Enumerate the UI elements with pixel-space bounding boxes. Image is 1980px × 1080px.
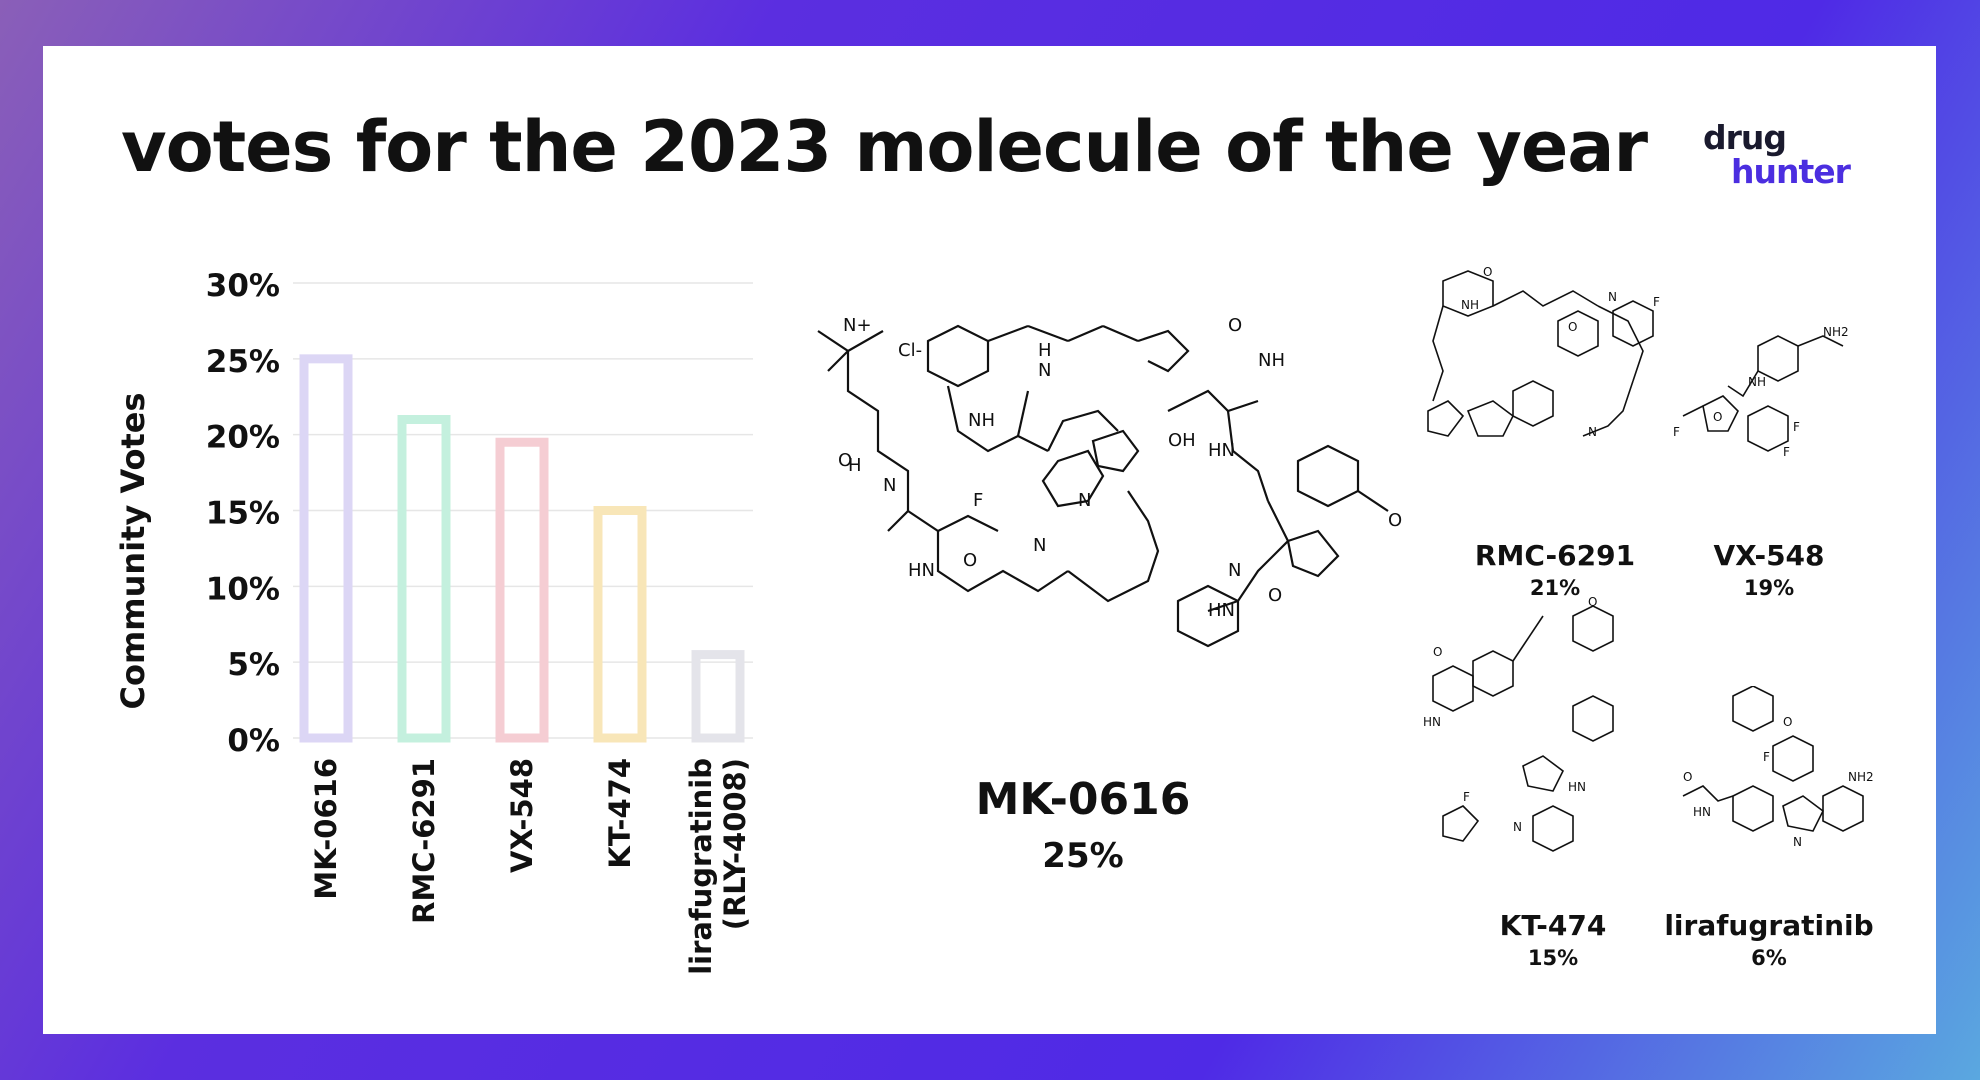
svg-text:Cl-: Cl- (898, 340, 922, 361)
svg-text:N: N (1038, 360, 1051, 381)
svg-text:O: O (1228, 315, 1242, 336)
y-tick-label: 0% (227, 723, 280, 759)
x-tick-label: KT-474 (603, 758, 637, 869)
x-tick-label: VX-548 (505, 758, 539, 873)
molecule-pct-mk-0616: 25% (1042, 836, 1124, 876)
kt-474-structure: O HN F HN O N (1423, 595, 1614, 852)
bar-vx-548 (495, 437, 549, 743)
svg-text:OH: OH (1168, 430, 1196, 451)
svg-text:F: F (1763, 750, 1770, 764)
svg-text:NH2: NH2 (1823, 326, 1849, 339)
bar-chart: 0% 5% 10% 15% 20% 25% 30% MK-0616 RMC-6291 VX-548… (206, 268, 753, 975)
svg-text:N: N (1608, 290, 1617, 304)
x-tick-label: RMC-6291 (407, 758, 441, 924)
svg-text:O: O (1568, 320, 1577, 334)
bar-lirafugratinib (691, 650, 745, 743)
svg-text:N+: N+ (843, 315, 872, 336)
drug-hunter-logo: drug hunter (1703, 118, 1873, 198)
svg-text:N: N (1033, 535, 1046, 556)
svg-text:NH: NH (1748, 375, 1766, 389)
svg-text:O: O (1483, 265, 1492, 279)
svg-text:HN: HN (1568, 780, 1586, 794)
logo-line-2: hunter (1731, 152, 1851, 191)
svg-text:NH: NH (1258, 350, 1285, 371)
bar-mk-0616 (299, 354, 353, 743)
logo-line-1: drug (1703, 118, 1787, 157)
y-tick-label: 25% (206, 344, 280, 380)
molecule-name-mk-0616: MK-0616 (975, 774, 1191, 825)
svg-text:N: N (883, 475, 896, 496)
svg-text:N: N (1513, 820, 1522, 834)
svg-text:HN: HN (1208, 600, 1235, 621)
svg-text:O: O (838, 450, 852, 471)
svg-text:NH: NH (968, 410, 995, 431)
svg-text:HN: HN (1423, 715, 1441, 729)
y-tick-label: 15% (206, 496, 280, 532)
svg-text:F: F (1673, 425, 1680, 439)
rmc-6291-structure: NH O O N F N (1427, 265, 1660, 439)
svg-text:N: N (1228, 560, 1241, 581)
svg-text:NH2: NH2 (1848, 770, 1874, 784)
molecule-pct-lirafugratinib: 6% (1751, 946, 1787, 970)
svg-text:NH: NH (1461, 298, 1479, 312)
molecule-name-vx-548: VX-548 (1713, 539, 1825, 572)
molecule-pct-kt-474: 15% (1527, 946, 1579, 970)
y-tick-label: 5% (227, 647, 280, 683)
bar-kt-474 (593, 506, 647, 743)
molecule-name-lirafugratinib: lirafugratinib (1664, 909, 1874, 942)
lirafugratinib-structure: O F NH2 HN O N (1682, 686, 1874, 849)
molecule-pct-rmc-6291: 21% (1529, 576, 1581, 600)
svg-text:O: O (1388, 510, 1402, 531)
svg-text:O: O (1268, 585, 1282, 606)
infographic-card: votes for the 2023 molecule of the year … (43, 46, 1936, 1034)
svg-text:F: F (1653, 295, 1660, 309)
molecule-name-kt-474: KT-474 (1499, 909, 1607, 942)
x-tick-label: MK-0616 (309, 758, 343, 900)
svg-text:F: F (1463, 790, 1470, 804)
bar-rmc-6291 (397, 415, 451, 743)
svg-text:O: O (1683, 770, 1692, 784)
svg-text:F: F (1783, 445, 1790, 459)
svg-text:F: F (973, 490, 983, 511)
y-tick-label: 10% (206, 571, 280, 607)
svg-text:O: O (963, 550, 977, 571)
svg-text:HN: HN (1693, 805, 1711, 819)
y-tick-label: 20% (206, 420, 280, 456)
svg-text:H: H (848, 455, 862, 476)
svg-text:O: O (1588, 595, 1597, 609)
x-tick-label: lirafugratinib (684, 758, 718, 975)
svg-text:N: N (1793, 835, 1802, 849)
svg-text:HN: HN (1208, 440, 1235, 461)
molecule-pct-vx-548: 19% (1743, 576, 1795, 600)
svg-text:HN: HN (908, 560, 935, 581)
svg-text:O: O (1783, 715, 1792, 729)
svg-text:F: F (1793, 420, 1800, 434)
x-tick-label: (RLY-4008) (718, 758, 752, 930)
svg-text:H: H (1038, 340, 1052, 361)
svg-text:O: O (1713, 410, 1722, 424)
page-title: votes for the 2023 molecule of the year (121, 106, 1648, 188)
y-tick-label: 30% (206, 268, 280, 304)
svg-text:N: N (1078, 490, 1091, 511)
svg-text:N: N (1588, 425, 1597, 439)
molecule-name-rmc-6291: RMC-6291 (1474, 539, 1636, 572)
svg-text:O: O (1433, 645, 1442, 659)
